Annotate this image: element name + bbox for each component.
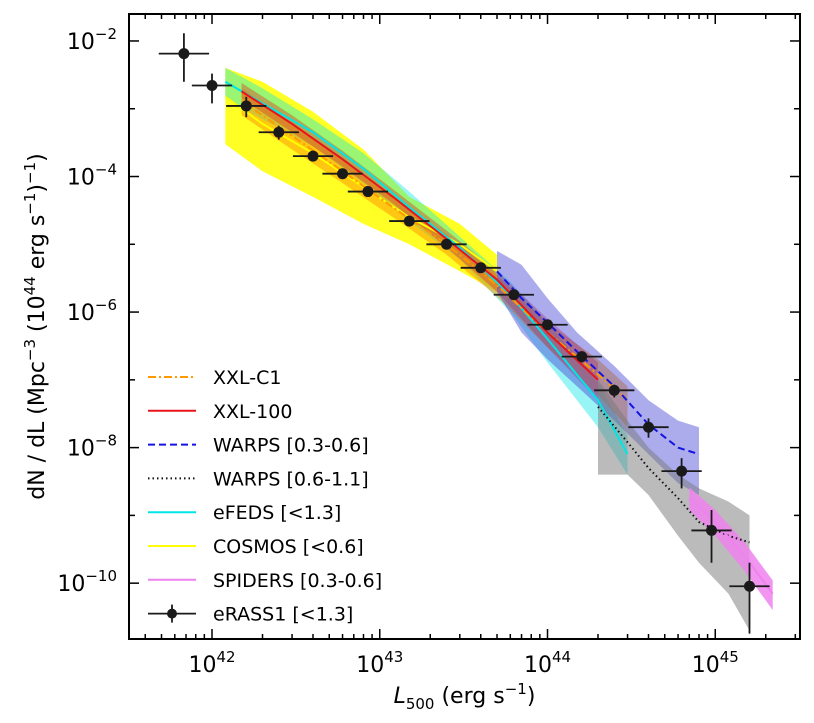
legend: XXL-C1 XXL-100 WARPS [0.3-0.6] WARPS [0.6-1… xyxy=(148,367,382,626)
warps-0-3-0-6-line xyxy=(496,270,700,456)
y-tick-label: 10−4 xyxy=(67,161,117,191)
erass1-point xyxy=(661,458,702,489)
erass1-marker xyxy=(576,351,588,363)
erass1-marker xyxy=(206,80,218,92)
x-tick-label: 1044 xyxy=(524,648,571,678)
legend-entry-efeds-1-3: eFEDS [<1.3] xyxy=(148,502,341,524)
erass1-point xyxy=(347,186,389,198)
erass1-point xyxy=(426,238,467,250)
erass1-marker xyxy=(508,289,520,301)
y-tick-label: 10−8 xyxy=(67,432,117,462)
x-tick-label: 1043 xyxy=(356,648,403,678)
legend-label: COSMOS [<0.6] xyxy=(213,536,364,558)
erass1-point xyxy=(389,215,430,227)
erass1-point xyxy=(191,73,233,104)
y-tick-label: 10−6 xyxy=(67,296,117,326)
erass1-marker xyxy=(542,319,554,331)
erass1-marker xyxy=(273,126,285,138)
legend-marker xyxy=(167,608,177,619)
erass1-marker xyxy=(178,48,190,60)
erass1-point xyxy=(258,125,299,140)
erass1-marker xyxy=(676,465,688,477)
erass1-points xyxy=(158,33,770,634)
legend-entry-spiders-0-3-0-6: SPIDERS [0.3-0.6] xyxy=(148,570,382,592)
x-tick-label: 1042 xyxy=(188,648,235,678)
legend-entry-cosmos-0-6: COSMOS [<0.6] xyxy=(148,536,364,558)
legend-entry-xxl-c1: XXL-C1 xyxy=(148,367,282,389)
y-tick-label: 10−10 xyxy=(57,567,117,597)
legend-label: WARPS [0.6-1.1] xyxy=(213,468,369,490)
erass1-marker xyxy=(240,100,252,112)
series-lines xyxy=(224,80,774,595)
legend-label: XXL-C1 xyxy=(213,367,282,389)
y-tick-label: 10−2 xyxy=(67,25,117,55)
axes: 1042 1043 1044 1045 10−2 10−4 10−6 10−8 10−10 xyxy=(57,13,801,678)
legend-entry-warps-0-3-0-6: WARPS [0.3-0.6] xyxy=(148,435,369,457)
erass1-marker xyxy=(643,421,655,433)
legend-entry-warps-0-6-1-1: WARPS [0.6-1.1] xyxy=(148,468,369,490)
erass1-point xyxy=(729,562,770,634)
erass1-marker xyxy=(307,150,319,162)
erass1-point xyxy=(493,289,534,301)
erass1-point xyxy=(561,351,602,363)
legend-label: WARPS [0.3-0.6] xyxy=(213,435,369,457)
xxl-100-line xyxy=(241,90,599,381)
erass1-point xyxy=(594,384,635,398)
erass1-point xyxy=(527,319,568,331)
plot-frame xyxy=(128,13,801,640)
legend-label: SPIDERS [0.3-0.6] xyxy=(213,570,382,592)
erass1-marker xyxy=(475,262,487,274)
legend-entry-erass1-1-3: eRASS1 [<1.3] xyxy=(148,604,353,626)
legend-entry-xxl-100: XXL-100 xyxy=(148,401,292,423)
erass1-point xyxy=(628,418,669,438)
erass1-point xyxy=(292,150,334,162)
erass1-point xyxy=(158,33,210,82)
erass1-point xyxy=(226,96,267,118)
legend-label: eFEDS [<1.3] xyxy=(213,502,341,524)
erass1-marker xyxy=(441,238,453,250)
warps-0-6-1-1-band xyxy=(598,379,750,631)
erass1-marker xyxy=(403,215,415,227)
x-axis-label: L500 (erg s−1) xyxy=(394,680,536,713)
legend-label: XXL-100 xyxy=(213,401,292,423)
x-tick-label: 1045 xyxy=(692,648,739,678)
legend-label: eRASS1 [<1.3] xyxy=(213,604,353,626)
erass1-point xyxy=(460,262,501,274)
erass1-marker xyxy=(706,524,718,536)
efeds-1-3-line xyxy=(224,80,629,455)
erass1-point xyxy=(322,168,363,180)
y-axis-label: dN / dL (Mpc−3 (1044 erg s−1)−1) xyxy=(21,153,50,500)
erass1-marker xyxy=(608,384,620,396)
erass1-marker xyxy=(362,186,374,198)
spiders-0-3-0-6-line xyxy=(688,497,774,595)
erass1-marker xyxy=(744,580,756,592)
erass1-point xyxy=(691,510,732,563)
erass1-marker xyxy=(337,168,349,180)
